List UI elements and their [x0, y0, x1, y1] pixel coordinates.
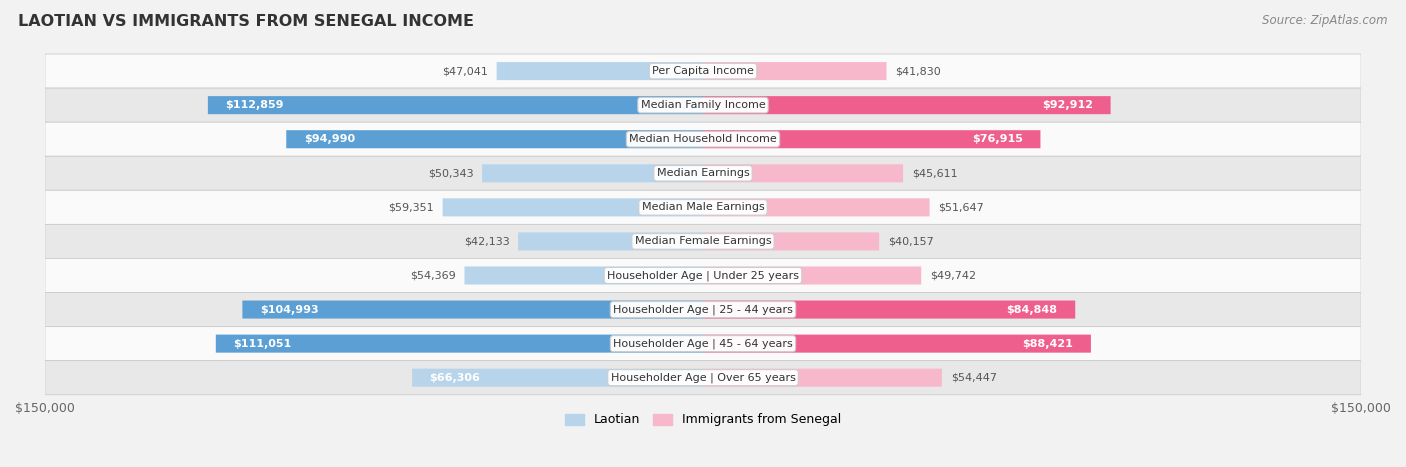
Text: Median Male Earnings: Median Male Earnings: [641, 202, 765, 212]
Text: $92,912: $92,912: [1042, 100, 1092, 110]
Text: $88,421: $88,421: [1022, 339, 1073, 349]
Text: $42,133: $42,133: [464, 236, 509, 247]
FancyBboxPatch shape: [443, 198, 703, 216]
Text: Per Capita Income: Per Capita Income: [652, 66, 754, 76]
FancyBboxPatch shape: [45, 191, 1361, 224]
Text: Source: ZipAtlas.com: Source: ZipAtlas.com: [1263, 14, 1388, 27]
FancyBboxPatch shape: [703, 198, 929, 216]
FancyBboxPatch shape: [703, 96, 1111, 114]
Text: Householder Age | 25 - 44 years: Householder Age | 25 - 44 years: [613, 304, 793, 315]
FancyBboxPatch shape: [208, 96, 703, 114]
FancyBboxPatch shape: [703, 301, 1076, 318]
Text: $50,343: $50,343: [427, 168, 474, 178]
Text: $104,993: $104,993: [260, 304, 319, 315]
Text: $76,915: $76,915: [972, 134, 1024, 144]
FancyBboxPatch shape: [412, 368, 703, 387]
Text: $59,351: $59,351: [388, 202, 434, 212]
FancyBboxPatch shape: [287, 130, 703, 148]
FancyBboxPatch shape: [703, 368, 942, 387]
Text: LAOTIAN VS IMMIGRANTS FROM SENEGAL INCOME: LAOTIAN VS IMMIGRANTS FROM SENEGAL INCOM…: [18, 14, 474, 29]
Text: Householder Age | Under 25 years: Householder Age | Under 25 years: [607, 270, 799, 281]
FancyBboxPatch shape: [215, 334, 703, 353]
FancyBboxPatch shape: [45, 54, 1361, 88]
FancyBboxPatch shape: [242, 301, 703, 318]
Text: $111,051: $111,051: [233, 339, 291, 349]
FancyBboxPatch shape: [45, 258, 1361, 292]
Text: $51,647: $51,647: [938, 202, 984, 212]
Text: $41,830: $41,830: [896, 66, 941, 76]
Text: $112,859: $112,859: [225, 100, 284, 110]
FancyBboxPatch shape: [519, 233, 703, 250]
FancyBboxPatch shape: [45, 122, 1361, 156]
Text: Median Female Earnings: Median Female Earnings: [634, 236, 772, 247]
Text: Median Earnings: Median Earnings: [657, 168, 749, 178]
FancyBboxPatch shape: [496, 62, 703, 80]
FancyBboxPatch shape: [45, 224, 1361, 258]
FancyBboxPatch shape: [703, 164, 903, 182]
FancyBboxPatch shape: [703, 62, 887, 80]
FancyBboxPatch shape: [703, 130, 1040, 148]
Text: Median Family Income: Median Family Income: [641, 100, 765, 110]
Text: $54,447: $54,447: [950, 373, 997, 382]
FancyBboxPatch shape: [703, 233, 879, 250]
FancyBboxPatch shape: [482, 164, 703, 182]
Text: $40,157: $40,157: [889, 236, 934, 247]
FancyBboxPatch shape: [464, 267, 703, 284]
Text: Householder Age | 45 - 64 years: Householder Age | 45 - 64 years: [613, 339, 793, 349]
Text: $94,990: $94,990: [304, 134, 354, 144]
FancyBboxPatch shape: [45, 156, 1361, 191]
FancyBboxPatch shape: [703, 334, 1091, 353]
Text: $45,611: $45,611: [912, 168, 957, 178]
Text: $54,369: $54,369: [411, 270, 456, 281]
FancyBboxPatch shape: [45, 292, 1361, 326]
Text: Householder Age | Over 65 years: Householder Age | Over 65 years: [610, 373, 796, 383]
Text: $66,306: $66,306: [430, 373, 481, 382]
FancyBboxPatch shape: [45, 326, 1361, 361]
FancyBboxPatch shape: [703, 267, 921, 284]
Text: $47,041: $47,041: [441, 66, 488, 76]
FancyBboxPatch shape: [45, 88, 1361, 122]
FancyBboxPatch shape: [45, 361, 1361, 395]
Text: Median Household Income: Median Household Income: [628, 134, 778, 144]
Legend: Laotian, Immigrants from Senegal: Laotian, Immigrants from Senegal: [560, 409, 846, 432]
Text: $84,848: $84,848: [1007, 304, 1057, 315]
Text: $49,742: $49,742: [929, 270, 976, 281]
